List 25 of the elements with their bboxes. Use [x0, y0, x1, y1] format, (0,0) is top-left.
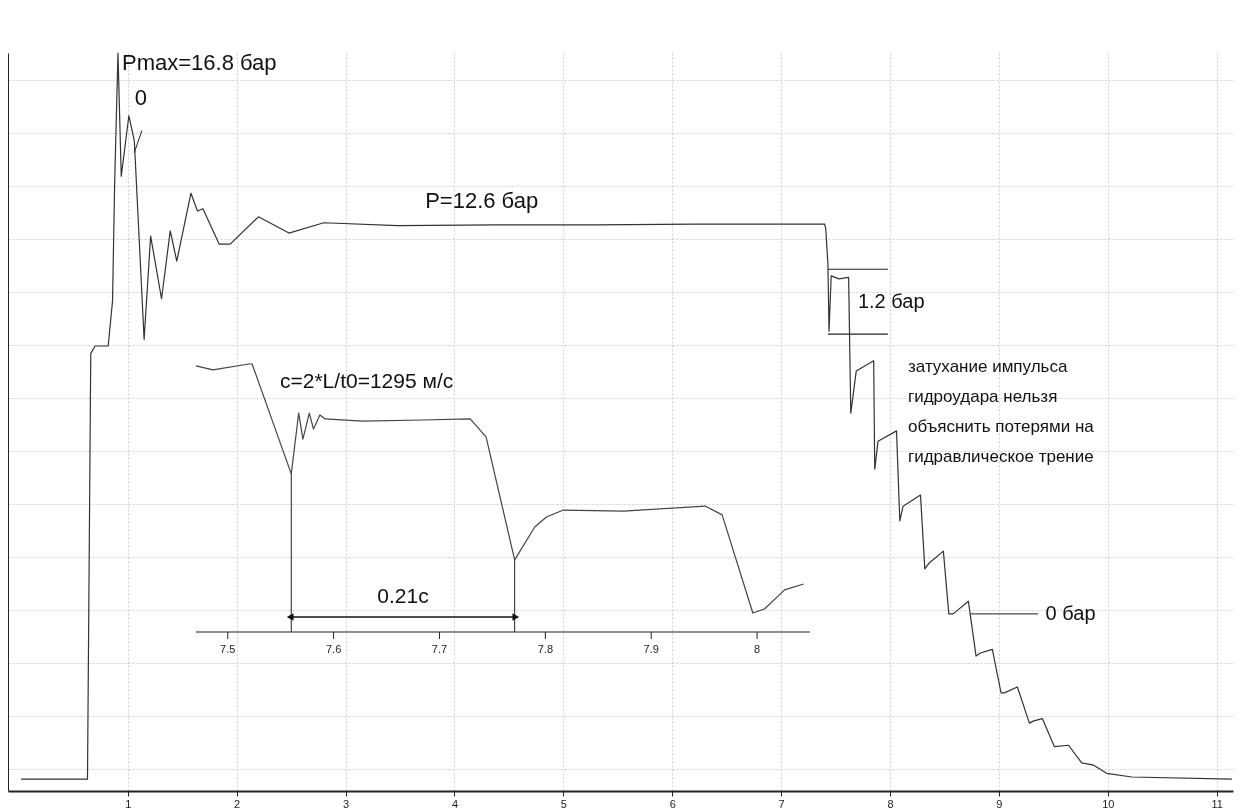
x-tick-label: 2 — [234, 797, 241, 810]
annotation: затухание импульса гидроудара нельзя объяснить потерями на гидравлическое трение — [908, 357, 1095, 466]
x-tick-label: 7.6 — [325, 643, 342, 655]
x-tick-label: 10 — [1102, 797, 1115, 810]
x-tick-label: 7.9 — [643, 643, 659, 655]
x-tick-label: 3 — [342, 797, 350, 810]
annotation: 0 — [134, 84, 148, 110]
x-tick-label: 7.7 — [431, 643, 448, 655]
annotation: 1.2 бар — [857, 289, 925, 312]
annotation: P=12.6 бар — [425, 187, 539, 213]
annotation: 0 бар — [1045, 601, 1096, 624]
x-tick-label: 8 — [754, 643, 761, 655]
x-tick-label: 5 — [560, 797, 567, 810]
annotation: Pmax=16.8 бар — [121, 50, 277, 75]
x-tick-label: 8 — [887, 797, 894, 810]
annotation: c=2*L/t0=1295 м/с — [280, 369, 454, 392]
x-tick-label: 6 — [669, 797, 676, 810]
annotation: 0.21с — [377, 584, 429, 607]
x-tick-label: 4 — [451, 797, 459, 810]
x-tick-label: 7.8 — [537, 643, 553, 655]
x-tick-label: 1 — [125, 797, 132, 810]
x-tick-label: 9 — [996, 797, 1003, 810]
x-tick-label: 11 — [1211, 797, 1223, 810]
x-tick-label: 7.5 — [220, 643, 236, 655]
x-tick-label: 7 — [778, 797, 785, 810]
